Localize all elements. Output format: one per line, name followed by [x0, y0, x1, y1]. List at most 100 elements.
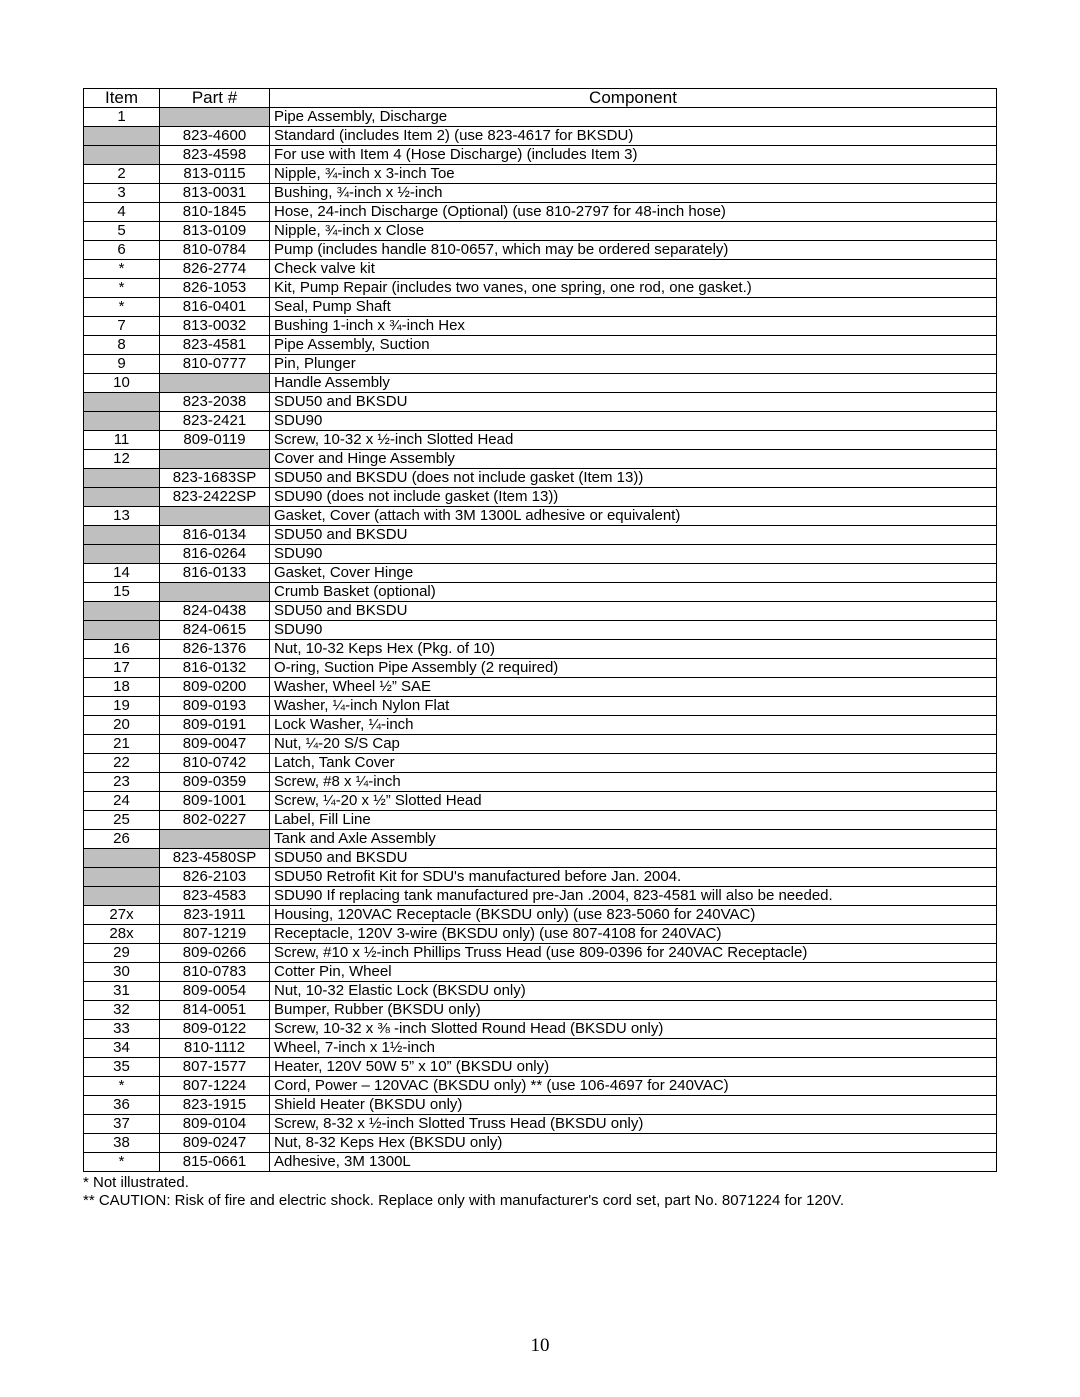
- cell-item: 14: [84, 564, 160, 583]
- cell-part: 823-4580SP: [160, 849, 270, 868]
- cell-part: [160, 374, 270, 393]
- table-row: 35807-1577Heater, 120V 50W 5” x 10” (BKS…: [84, 1058, 997, 1077]
- cell-item: *: [84, 1153, 160, 1172]
- table-row: 33809-0122Screw, 10-32 x ⅜ -inch Slotted…: [84, 1020, 997, 1039]
- cell-item: 30: [84, 963, 160, 982]
- cell-component: Washer, ¼-inch Nylon Flat: [270, 697, 997, 716]
- cell-component: Nut, ¼-20 S/S Cap: [270, 735, 997, 754]
- cell-component: Pin, Plunger: [270, 355, 997, 374]
- cell-part: 810-0784: [160, 241, 270, 260]
- cell-item: 19: [84, 697, 160, 716]
- page: Item Part # Component 1 Pipe Assembly, Di…: [0, 0, 1080, 1397]
- table-row: 8823-4581Pipe Assembly, Suction: [84, 336, 997, 355]
- cell-part: 823-4600: [160, 127, 270, 146]
- cell-item: 1: [84, 108, 160, 127]
- table-header-row: Item Part # Component: [84, 89, 997, 108]
- cell-part: 813-0032: [160, 317, 270, 336]
- cell-part: 816-0133: [160, 564, 270, 583]
- cell-component: Bushing, ¾-inch x ½-inch: [270, 184, 997, 203]
- footnotes: * Not illustrated. ** CAUTION: Risk of f…: [83, 1174, 997, 1210]
- cell-component: Nut, 10-32 Elastic Lock (BKSDU only): [270, 982, 997, 1001]
- table-row: 27x823-1911Housing, 120VAC Receptacle (B…: [84, 906, 997, 925]
- cell-part: 809-0200: [160, 678, 270, 697]
- cell-component: Cover and Hinge Assembly: [270, 450, 997, 469]
- cell-component: Label, Fill Line: [270, 811, 997, 830]
- cell-component: Pump (includes handle 810-0657, which ma…: [270, 241, 997, 260]
- table-row: 34810-1112Wheel, 7-inch x 1½-inch: [84, 1039, 997, 1058]
- cell-item: 25: [84, 811, 160, 830]
- footnote-not-illustrated: * Not illustrated.: [83, 1174, 997, 1192]
- cell-item: *: [84, 1077, 160, 1096]
- page-number: 10: [0, 1335, 1080, 1357]
- cell-item: 29: [84, 944, 160, 963]
- cell-part: [160, 830, 270, 849]
- cell-component: Handle Assembly: [270, 374, 997, 393]
- cell-part: 813-0109: [160, 222, 270, 241]
- cell-part: 810-0777: [160, 355, 270, 374]
- cell-component: Nipple, ¾-inch x 3-inch Toe: [270, 165, 997, 184]
- cell-item: 4: [84, 203, 160, 222]
- cell-part: 809-1001: [160, 792, 270, 811]
- cell-component: Screw, 10-32 x ½-inch Slotted Head: [270, 431, 997, 450]
- cell-component: SDU50 and BKSDU: [270, 849, 997, 868]
- cell-component: For use with Item 4 (Hose Discharge) (in…: [270, 146, 997, 165]
- cell-component: SDU50 and BKSDU (does not include gasket…: [270, 469, 997, 488]
- cell-part: 810-0742: [160, 754, 270, 773]
- cell-item: *: [84, 260, 160, 279]
- cell-component: Lock Washer, ¼-inch: [270, 716, 997, 735]
- cell-part: 824-0438: [160, 602, 270, 621]
- cell-component: SDU50 and BKSDU: [270, 526, 997, 545]
- table-row: 36823-1915Shield Heater (BKSDU only): [84, 1096, 997, 1115]
- table-row: *815-0661Adhesive, 3M 1300L: [84, 1153, 997, 1172]
- cell-component: SDU50 and BKSDU: [270, 602, 997, 621]
- cell-item: 32: [84, 1001, 160, 1020]
- table-row: 37809-0104Screw, 8-32 x ½-inch Slotted T…: [84, 1115, 997, 1134]
- cell-item: 33: [84, 1020, 160, 1039]
- cell-component: Screw, 8-32 x ½-inch Slotted Truss Head …: [270, 1115, 997, 1134]
- table-row: 823-4598For use with Item 4 (Hose Discha…: [84, 146, 997, 165]
- cell-component: Screw, #8 x ¼-inch: [270, 773, 997, 792]
- cell-component: Standard (includes Item 2) (use 823-4617…: [270, 127, 997, 146]
- cell-part: 802-0227: [160, 811, 270, 830]
- table-row: 824-0438SDU50 and BKSDU: [84, 602, 997, 621]
- cell-part: 826-1053: [160, 279, 270, 298]
- cell-part: [160, 108, 270, 127]
- cell-item: [84, 621, 160, 640]
- cell-part: 815-0661: [160, 1153, 270, 1172]
- cell-item: 18: [84, 678, 160, 697]
- table-row: *816-0401Seal, Pump Shaft: [84, 298, 997, 317]
- cell-item: 37: [84, 1115, 160, 1134]
- cell-component: SDU90: [270, 412, 997, 431]
- table-row: 823-2421SDU90: [84, 412, 997, 431]
- cell-part: 826-2774: [160, 260, 270, 279]
- table-row: 29809-0266Screw, #10 x ½-inch Phillips T…: [84, 944, 997, 963]
- cell-item: 23: [84, 773, 160, 792]
- cell-item: 3: [84, 184, 160, 203]
- table-row: 17816-0132O-ring, Suction Pipe Assembly …: [84, 659, 997, 678]
- table-row: 4810-1845Hose, 24-inch Discharge (Option…: [84, 203, 997, 222]
- cell-component: Pipe Assembly, Discharge: [270, 108, 997, 127]
- parts-table: Item Part # Component 1 Pipe Assembly, Di…: [83, 88, 997, 1172]
- cell-component: Hose, 24-inch Discharge (Optional) (use …: [270, 203, 997, 222]
- table-row: 13Gasket, Cover (attach with 3M 1300L ad…: [84, 507, 997, 526]
- cell-item: 8: [84, 336, 160, 355]
- cell-item: 22: [84, 754, 160, 773]
- cell-component: Seal, Pump Shaft: [270, 298, 997, 317]
- cell-component: Nut, 8-32 Keps Hex (BKSDU only): [270, 1134, 997, 1153]
- cell-item: [84, 849, 160, 868]
- cell-item: 9: [84, 355, 160, 374]
- cell-component: Crumb Basket (optional): [270, 583, 997, 602]
- cell-item: 11: [84, 431, 160, 450]
- cell-item: 26: [84, 830, 160, 849]
- cell-item: 13: [84, 507, 160, 526]
- cell-part: 810-1112: [160, 1039, 270, 1058]
- cell-item: 17: [84, 659, 160, 678]
- cell-item: 12: [84, 450, 160, 469]
- cell-part: 816-0134: [160, 526, 270, 545]
- cell-part: 813-0031: [160, 184, 270, 203]
- cell-part: 809-0193: [160, 697, 270, 716]
- cell-item: 28x: [84, 925, 160, 944]
- cell-component: SDU50 Retrofit Kit for SDU's manufacture…: [270, 868, 997, 887]
- cell-component: Bushing 1-inch x ¾-inch Hex: [270, 317, 997, 336]
- table-row: 14816-0133Gasket, Cover Hinge: [84, 564, 997, 583]
